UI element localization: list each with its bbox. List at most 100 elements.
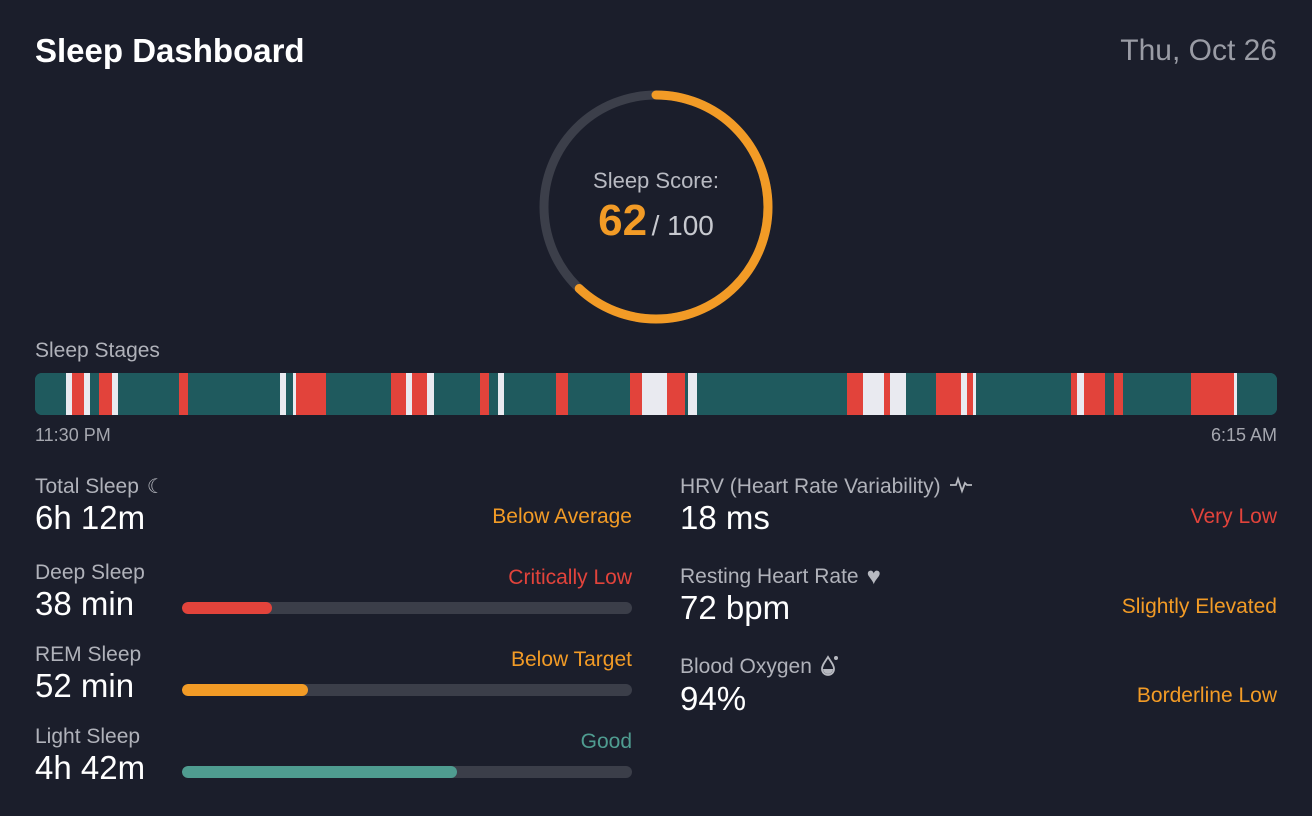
timeline-start-time: 11:30 PM — [35, 425, 111, 445]
stage-segment-white — [688, 373, 698, 415]
metric-status: Good — [580, 730, 632, 753]
metric-rem-sleep: REM Sleep 52 min Below Target — [35, 643, 632, 705]
score-number: 62 — [598, 196, 648, 245]
stage-segment-white — [1077, 373, 1084, 415]
metric-hrv: HRV (Heart Rate Variability) 18 ms Very … — [680, 475, 1277, 537]
stage-segment-red — [967, 373, 974, 415]
stage-segment-red — [1083, 373, 1105, 415]
stage-segment-teal — [1123, 373, 1191, 415]
stage-segment-white — [292, 373, 296, 415]
stage-segment-red — [1071, 373, 1078, 415]
stage-segment-teal — [117, 373, 180, 415]
stage-segment-red — [629, 373, 643, 415]
stage-segment-teal — [697, 373, 848, 415]
heart-icon: ♥ — [866, 563, 881, 590]
progress-fill — [182, 766, 457, 778]
metric-label: Light Sleep — [35, 725, 141, 748]
stage-segment-red — [71, 373, 85, 415]
stage-segment-teal — [504, 373, 557, 415]
stage-segment-white — [642, 373, 667, 415]
stage-segment-white — [1233, 373, 1237, 415]
heartbeat-pulse-icon — [949, 476, 973, 498]
metric-resting-heart-rate: Resting Heart Rate ♥ 72 bpm Slightly Elev… — [680, 565, 1277, 627]
stage-segment-red — [556, 373, 569, 415]
metric-deep-sleep: Deep Sleep 38 min Critically Low — [35, 561, 632, 623]
stage-segment-teal — [684, 373, 688, 415]
stage-segment-red — [179, 373, 189, 415]
rem-sleep-progress-bar — [182, 684, 632, 696]
metric-blood-oxygen: Blood Oxygen 94% Borderline Low — [680, 654, 1277, 718]
metric-label: Blood Oxygen — [680, 655, 812, 678]
stage-segment-red — [884, 373, 891, 415]
stage-segment-teal — [35, 373, 66, 415]
metric-label: HRV (Heart Rate Variability) — [680, 475, 941, 498]
light-sleep-progress-bar — [182, 766, 632, 778]
stage-segment-teal — [188, 373, 281, 415]
metric-total-sleep: Total Sleep ☾ 6h 12m Below Average — [35, 475, 632, 537]
metric-light-sleep: Light Sleep 4h 42m Good — [35, 725, 632, 787]
stage-segment-red — [666, 373, 685, 415]
stage-segment-white — [960, 373, 967, 415]
metric-status: Borderline Low — [1136, 684, 1277, 707]
metric-status: Slightly Elevated — [1121, 595, 1277, 618]
page-title: Sleep Dashboard — [35, 32, 305, 69]
stage-segment-white — [973, 373, 977, 415]
stage-segment-teal — [1104, 373, 1115, 415]
stage-segment-red — [479, 373, 489, 415]
metric-label: Deep Sleep — [35, 561, 145, 584]
metric-value: 4h 42m — [35, 749, 146, 786]
metric-status: Below Target — [510, 648, 632, 671]
date-label: Thu, Oct 26 — [1120, 34, 1277, 67]
stage-segment-red — [936, 373, 961, 415]
stage-segment-red — [412, 373, 428, 415]
moon-stars-icon: ☾ — [146, 476, 165, 498]
stage-segment-teal — [90, 373, 100, 415]
sleep-score-value: 62 / 100 — [536, 196, 776, 246]
stage-segment-red — [295, 373, 327, 415]
blood-drop-icon — [820, 654, 840, 680]
stage-segment-teal — [976, 373, 1072, 415]
stage-segment-white — [427, 373, 434, 415]
metric-status: Critically Low — [508, 566, 632, 589]
stage-segment-white — [497, 373, 505, 415]
stage-segment-white — [862, 373, 885, 415]
metric-status: Very Low — [1190, 505, 1277, 528]
gauge-progress-arc — [539, 90, 773, 324]
stage-segment-white — [890, 373, 906, 415]
stage-segment-red — [847, 373, 863, 415]
metric-value: 94% — [680, 680, 747, 717]
score-max: / 100 — [651, 210, 714, 241]
stage-segment-red — [99, 373, 112, 415]
metric-value: 72 bpm — [680, 589, 791, 626]
stage-segment-red — [390, 373, 406, 415]
progress-fill — [182, 684, 308, 696]
sleep-stages-timeline — [35, 373, 1277, 415]
progress-fill — [182, 602, 272, 614]
metric-status: Below Average — [492, 505, 632, 528]
stage-segment-teal — [326, 373, 391, 415]
metric-label: REM Sleep — [35, 643, 142, 666]
sleep-score-gauge — [539, 90, 773, 324]
stage-segment-white — [280, 373, 287, 415]
stage-segment-white — [65, 373, 72, 415]
metric-label: Resting Heart Rate — [680, 565, 859, 588]
stage-segment-white — [84, 373, 91, 415]
stage-segment-red — [1114, 373, 1124, 415]
deep-sleep-progress-bar — [182, 602, 632, 614]
metric-value: 6h 12m — [35, 499, 146, 536]
stage-segment-white — [405, 373, 413, 415]
stage-segment-teal — [905, 373, 937, 415]
metric-value: 52 min — [35, 667, 135, 704]
timeline-end-time: 6:15 AM — [1210, 425, 1277, 445]
metric-value: 18 ms — [680, 499, 770, 536]
stage-segment-white — [111, 373, 118, 415]
stage-segment-red — [1190, 373, 1234, 415]
stage-segment-teal — [286, 373, 293, 415]
stage-segment-teal — [1236, 373, 1277, 415]
metric-label: Total Sleep — [35, 475, 139, 498]
metric-value: 38 min — [35, 585, 135, 622]
stage-segment-teal — [568, 373, 630, 415]
stage-segment-teal — [433, 373, 480, 415]
sleep-stages-label: Sleep Stages — [35, 339, 160, 362]
sleep-score-label: Sleep Score: — [593, 168, 719, 193]
